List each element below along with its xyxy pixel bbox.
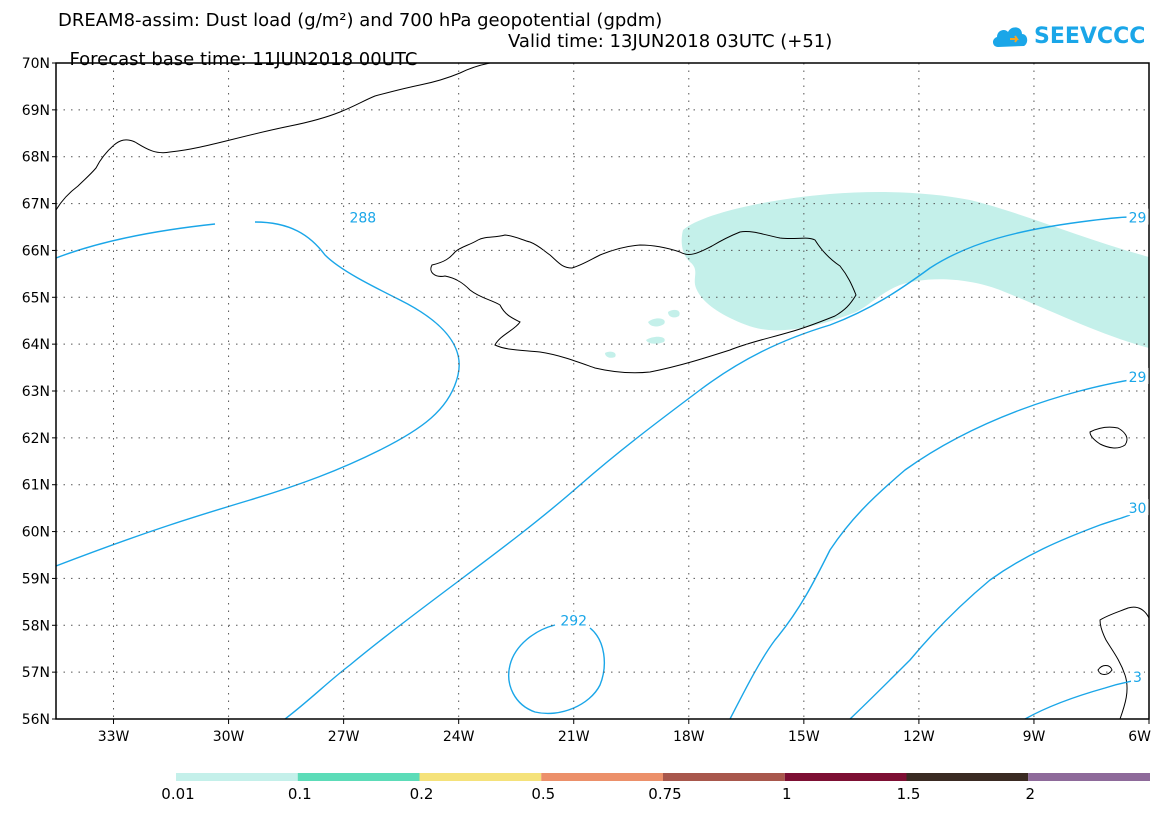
lon-label: 30W [213,729,245,745]
colorbar-swatch [297,773,420,781]
contour-label-bg [558,611,590,628]
lat-label: 68N [22,150,50,166]
faroe-islands [1089,426,1128,449]
contour-label-bg [1130,667,1144,684]
contour-label-bg [347,208,379,225]
dust-load-patch [648,318,665,327]
lat-label: 61N [22,478,50,494]
colorbar-swatch [176,773,298,781]
colorbar-swatch [1028,773,1150,781]
plot-frame [55,62,1150,720]
colorbar-swatch [906,773,1029,781]
colorbar-label: 1 [782,785,792,803]
lat-label: 67N [22,197,50,213]
graticule [56,63,1149,719]
dust-load-patch [668,309,680,318]
contour-288-north [56,221,460,567]
contour-label-bg [1126,367,1149,384]
cloud-icon [992,27,1028,47]
coastlines [56,63,1149,719]
lon-label: 24W [443,729,475,745]
valid-time: Valid time: 13JUN2018 03UTC (+51) [508,31,833,52]
lat-label: 56N [22,712,50,728]
logo-text: SEEVCCC [1034,23,1146,49]
subtitle-line: Forecast base time: 11JUN2018 00UTC Vali… [58,33,832,87]
axes: 70N 69N 68N 67N 66N 65N 64N 63N 62N 61N 60N 59N 58N 5… [22,56,1151,745]
contour-294-east [729,379,1131,719]
contour-292-ring [508,624,605,715]
colorbar-label: 0.75 [648,785,681,803]
lat-label: 58N [22,618,50,634]
base-time: Forecast base time: 11JUN2018 00UTC [69,49,418,70]
geopotential-contours [56,216,1133,719]
contour-label-bg [1126,499,1149,516]
lat-label: 57N [22,665,50,681]
lat-label: 70N [22,56,50,72]
contour-labels: 288 292 29 29 30 3 [347,208,1149,686]
contour-label-bg [1126,208,1149,225]
lat-label: 59N [22,571,50,587]
dust-load-area [681,192,1149,348]
greenland-coast [56,63,491,211]
colorbar-label: 0.01 [161,785,194,803]
lon-label: 33W [98,729,130,745]
scotland-islands [1097,665,1113,675]
colorbar: 0.01 0.1 0.2 0.5 0.75 1 1.5 2 [161,773,1150,803]
contour-label: 288 [349,211,376,227]
lat-label: 66N [22,243,50,259]
contour-300-east [849,514,1131,719]
contour-label: 3 [1133,670,1142,686]
lat-label: 63N [22,384,50,400]
lon-label: 27W [328,729,360,745]
colorbar-swatch [663,773,785,781]
contour-label: 292 [560,614,587,630]
contour-label: 29 [1129,370,1147,386]
lon-label: 21W [558,729,590,745]
colorbar-label: 0.5 [531,785,555,803]
lat-label: 69N [22,103,50,119]
contour-290-diagonal [284,216,1131,719]
contour-label: 29 [1129,211,1147,227]
contour-304-east [1024,680,1133,719]
dust-load-patch [646,336,665,344]
colorbar-label: 2 [1025,785,1035,803]
lon-label: 15W [788,729,820,745]
lon-label: 6W [1128,729,1151,745]
contour-label: 30 [1129,501,1147,517]
colorbar-label: 1.5 [897,785,921,803]
seevccc-logo: SEEVCCC [990,20,1145,52]
lon-label: 12W [903,729,935,745]
lat-label: 64N [22,337,50,353]
colorbar-swatch [541,773,663,781]
colorbar-label: 0.2 [410,785,434,803]
colorbar-swatch [784,773,907,781]
colorbar-label: 0.1 [288,785,312,803]
scotland-coast [1099,606,1149,719]
dust-load-patch [605,351,616,358]
colorbar-swatch [419,773,542,781]
lon-label: 18W [673,729,705,745]
lon-label: 9W [1023,729,1046,745]
lat-label: 62N [22,431,50,447]
chart-title: DREAM8-assim: Dust load (g/m²) and 700 h… [58,10,663,31]
lat-label: 65N [22,290,50,306]
lat-label: 60N [22,525,50,541]
